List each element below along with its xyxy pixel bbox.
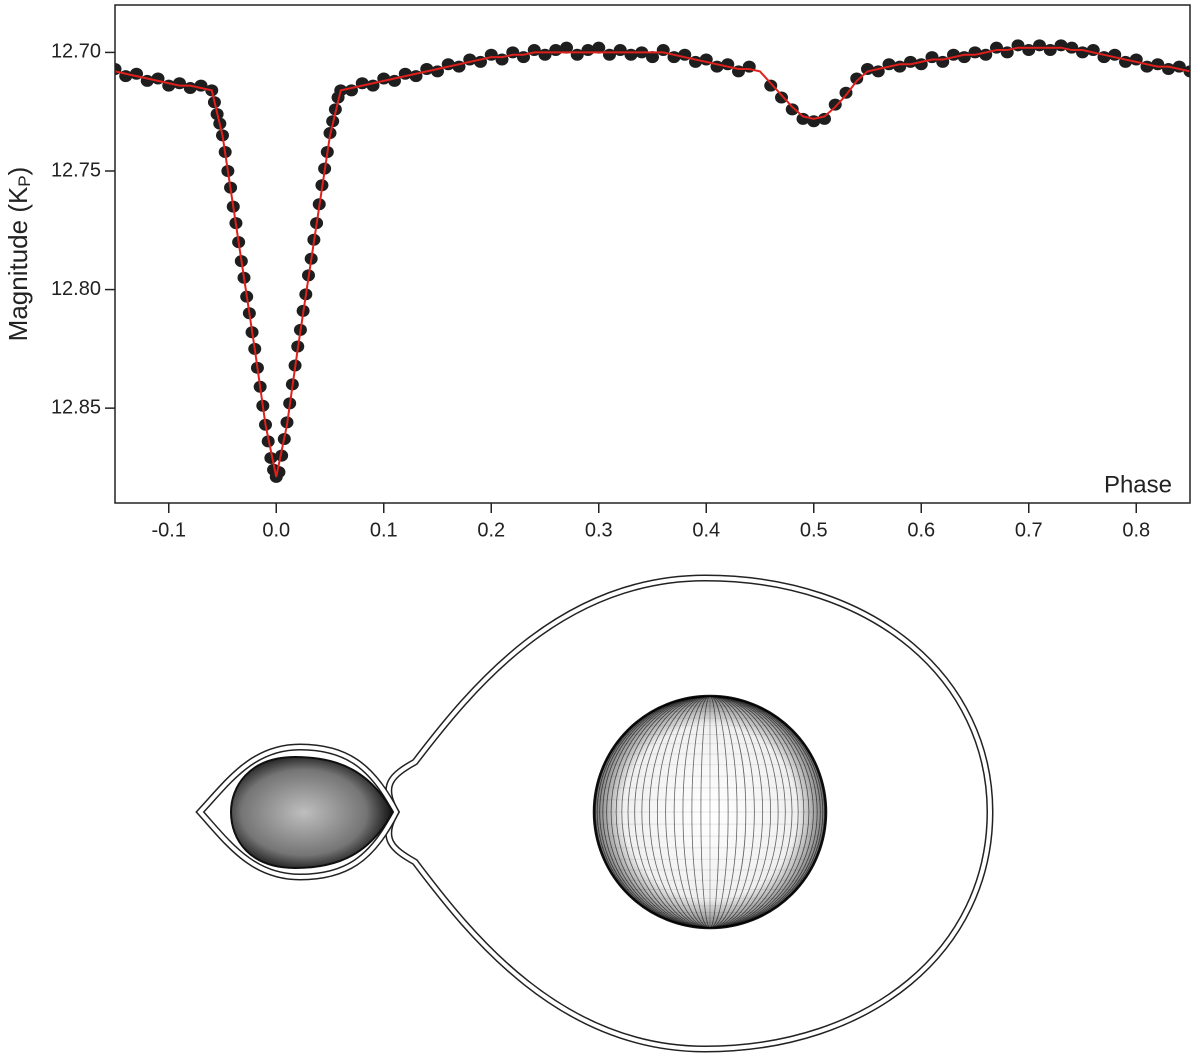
meridian — [594, 696, 826, 928]
data-point — [581, 44, 595, 57]
meridian — [621, 696, 799, 928]
plot-frame — [114, 4, 1191, 504]
meridian — [596, 696, 824, 928]
y-tick-label: 12.75 — [51, 159, 101, 181]
data-point — [1076, 46, 1089, 59]
meridian — [610, 696, 810, 928]
data-point — [785, 103, 799, 116]
meridian — [673, 696, 747, 928]
x-tick-label: 0.3 — [585, 519, 613, 541]
meridian — [700, 696, 720, 928]
meridian — [634, 696, 786, 928]
roche-diagram — [195, 574, 994, 1053]
meridian — [691, 696, 729, 928]
meridian — [665, 696, 755, 928]
secondary-star — [229, 755, 395, 870]
data-point — [549, 44, 563, 57]
meridian — [691, 696, 729, 928]
data-point — [904, 55, 917, 68]
data-point — [861, 63, 874, 76]
y-axis-label-text: Magnitude (K — [3, 186, 33, 341]
meridian — [656, 696, 764, 928]
data-point — [968, 46, 982, 59]
meridian — [673, 696, 747, 928]
primary-star-grid — [594, 696, 826, 928]
meridian — [599, 696, 821, 928]
data-point — [796, 112, 810, 125]
x-tick-label: 0.7 — [1015, 519, 1043, 541]
data-point — [560, 41, 573, 54]
meridian — [594, 696, 826, 928]
x-tick-label: 0.5 — [800, 519, 828, 541]
data-point — [183, 82, 197, 94]
data-layer — [115, 39, 1190, 483]
meridian — [627, 696, 793, 928]
data-point — [592, 41, 606, 54]
model-line — [115, 46, 1190, 478]
x-tick-label: -0.1 — [152, 519, 186, 541]
x-tick-label: 0.2 — [477, 519, 505, 541]
data-point — [818, 112, 831, 125]
data-point — [775, 91, 788, 104]
x-tick-label: 0.8 — [1122, 519, 1150, 541]
x-tick-label: 0.0 — [262, 519, 290, 541]
outer-lobe-gap — [386, 575, 993, 1052]
plot-area: -0.1 0.0 0.1 0.2 0.3 0.4 0.5 0.6 0.7 0.8 12.70 12.7… — [51, 4, 1191, 541]
meridian — [602, 696, 818, 928]
data-point — [624, 48, 638, 61]
meridian — [682, 696, 738, 928]
meridian — [656, 696, 764, 928]
meridian — [634, 696, 786, 928]
meridian — [700, 696, 720, 928]
meridian — [610, 696, 810, 928]
y-axis-label-subscript: P — [15, 175, 34, 186]
meridian — [648, 696, 772, 928]
y-tick-label: 12.70 — [51, 41, 101, 63]
meridian — [596, 696, 824, 928]
meridian — [606, 696, 814, 928]
x-tick-label: 0.1 — [370, 519, 398, 541]
primary-star — [592, 694, 828, 930]
y-axis-label-suffix: ) — [3, 167, 33, 176]
meridian — [615, 696, 805, 928]
meridian — [595, 696, 825, 928]
inner-lobe-gap — [197, 744, 399, 880]
meridian — [599, 696, 821, 928]
meridian — [627, 696, 793, 928]
data-point — [264, 451, 278, 464]
meridian — [606, 696, 814, 928]
meridian — [641, 696, 779, 928]
meridian — [665, 696, 755, 928]
data-point — [850, 72, 864, 85]
meridian — [682, 696, 738, 928]
data-point — [646, 51, 659, 64]
x-tick-label: 0.4 — [692, 519, 720, 541]
data-point — [1162, 63, 1175, 76]
meridian — [595, 696, 825, 928]
meridian — [648, 696, 772, 928]
meridian — [602, 696, 818, 928]
y-axis-label: Magnitude (KP) — [3, 167, 35, 342]
data-point — [828, 98, 842, 111]
meridian — [641, 696, 779, 928]
x-tick-label: 0.6 — [907, 519, 935, 541]
y-tick-label: 12.80 — [51, 278, 101, 300]
x-axis-label: Phase — [1104, 471, 1172, 498]
meridian — [615, 696, 805, 928]
meridian — [621, 696, 799, 928]
data-point — [764, 79, 778, 92]
y-tick-label: 12.85 — [51, 396, 101, 418]
